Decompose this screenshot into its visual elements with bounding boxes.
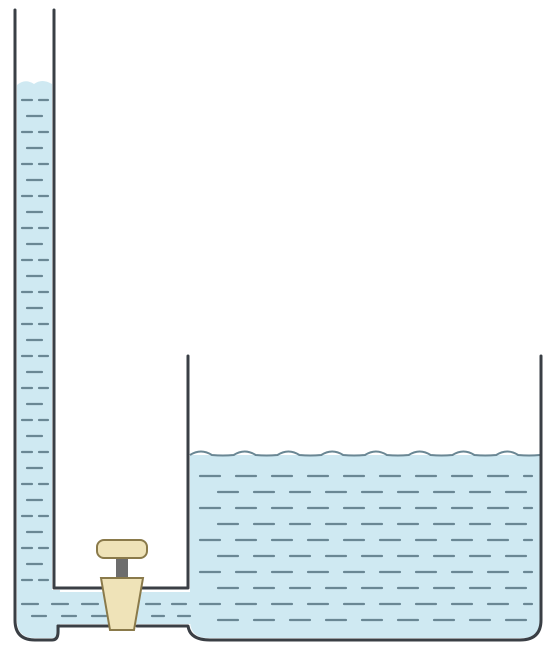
tank-water <box>190 455 540 638</box>
valve-plug <box>99 577 145 631</box>
tube-bottom-water <box>17 590 60 638</box>
tube-water <box>17 81 52 596</box>
pipe-bottom-right-wall <box>135 354 543 642</box>
water-dashes <box>20 98 534 622</box>
tube-right-wall <box>52 8 107 590</box>
water <box>17 81 540 638</box>
tube-left-wall <box>13 8 60 642</box>
valve-handle <box>96 539 148 559</box>
valve-stem <box>116 556 128 580</box>
tank-water-surface <box>189 450 541 457</box>
pipe-top-right-wall <box>138 354 190 590</box>
vessel-walls <box>13 8 543 642</box>
valve[interactable] <box>96 539 148 631</box>
